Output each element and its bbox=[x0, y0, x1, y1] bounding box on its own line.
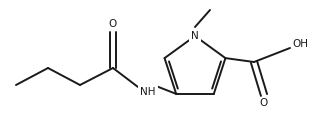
Text: N: N bbox=[191, 31, 199, 41]
Text: O: O bbox=[109, 19, 117, 29]
Text: NH: NH bbox=[140, 87, 156, 97]
Text: O: O bbox=[260, 98, 268, 108]
Text: OH: OH bbox=[292, 39, 308, 49]
